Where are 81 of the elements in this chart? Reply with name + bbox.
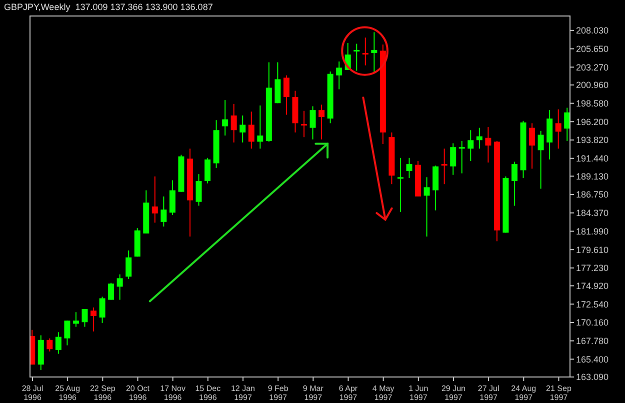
candlestick	[354, 43, 360, 72]
candlestick	[64, 320, 70, 346]
candlestick	[257, 104, 264, 150]
y-tick-label: 200.960	[576, 80, 609, 90]
candlestick	[204, 157, 211, 184]
x-tick-label: 27 Jul 1997	[478, 384, 500, 402]
candlestick	[90, 307, 97, 332]
y-tick-label: 181.990	[576, 226, 609, 236]
y-tick-label: 165.400	[576, 354, 609, 364]
candlestick	[336, 61, 342, 90]
candlestick	[371, 32, 378, 74]
y-tick-label: 196.200	[576, 116, 609, 127]
y-tick-label: 193.820	[576, 135, 609, 146]
x-tick-label: 4 May 1997	[372, 384, 394, 402]
candlestick	[310, 106, 316, 140]
candlestick	[538, 130, 544, 190]
x-tick-label: 24 Aug 1997	[511, 384, 536, 402]
candlestick	[511, 161, 518, 206]
candlestick	[248, 111, 254, 150]
y-tick-label: 191.440	[576, 154, 609, 164]
candlestick	[301, 110, 307, 138]
y-tick-label: 186.750	[576, 190, 609, 200]
y-tick-label: 198.580	[576, 98, 609, 108]
x-tick-label: 17 Nov 1996	[160, 384, 186, 402]
candlestick	[108, 282, 114, 300]
y-tick-label: 203.270	[576, 62, 609, 72]
candlestick	[362, 37, 368, 66]
x-tick-label: 20 Oct 1996	[126, 384, 150, 402]
y-tick-label: 167.780	[576, 336, 609, 346]
candlestick	[72, 312, 79, 328]
candlestick	[397, 157, 404, 212]
candlestick	[222, 100, 228, 136]
candlestick	[450, 142, 456, 176]
candlestick	[160, 196, 167, 228]
x-tick-label: 6 Apr 1997	[338, 384, 358, 402]
x-tick-label: 9 Feb 1997	[268, 384, 289, 402]
x-tick-label: 21 Sep 1997	[546, 384, 572, 402]
x-tick-label: 1 Jun 1997	[408, 384, 428, 402]
candlestick	[116, 274, 123, 300]
candlestick	[152, 176, 158, 224]
y-tick-label: 177.230	[576, 263, 609, 274]
x-tick-label: 22 Sep 1996	[90, 384, 116, 402]
y-tick-label: 170.160	[576, 318, 609, 328]
x-tick-label: 9 Mar 1997	[302, 384, 324, 402]
y-tick-label: 205.650	[576, 44, 609, 54]
y-tick-label: 189.130	[576, 171, 609, 182]
y-tick-label: 184.370	[576, 208, 609, 218]
y-tick-label: 163.090	[576, 372, 609, 382]
candlestick	[82, 308, 88, 328]
candlestick	[555, 108, 562, 150]
x-tick-label: 15 Dec 1996	[195, 384, 221, 402]
candlestick	[196, 174, 202, 206]
candlestick	[424, 176, 430, 238]
candlestick	[476, 127, 482, 150]
y-tick-label: 208.030	[576, 26, 609, 36]
candlestick	[529, 122, 536, 170]
x-tick-label: 12 Jan 1997	[230, 384, 256, 402]
y-tick-label: 174.920	[576, 280, 609, 291]
x-tick-label: 28 Jul 1996	[22, 384, 44, 402]
candlestick	[458, 140, 465, 174]
candlestick	[230, 103, 237, 143]
chart-title: GBPJPY,Weekly 137.009 137.366 133.900 136.087	[4, 2, 213, 12]
y-tick-label: 179.610	[576, 244, 609, 255]
y-tick-label: 172.540	[576, 299, 609, 310]
candlestick	[432, 165, 439, 211]
x-tick-label: 29 Jun 1997	[441, 384, 466, 402]
candlestick	[55, 332, 62, 354]
candlestick	[441, 148, 448, 185]
x-tick-label: 25 Aug 1996	[55, 384, 80, 402]
candlestick	[126, 250, 132, 280]
candlestick	[274, 62, 281, 104]
candlestick	[406, 157, 412, 178]
candlestick	[468, 130, 474, 162]
candlestick	[485, 126, 492, 164]
candlestick	[169, 180, 176, 216]
candlestick	[318, 104, 325, 140]
candlestick	[546, 110, 553, 160]
candlestick	[283, 74, 290, 116]
candlestick	[99, 296, 106, 324]
candlestick	[46, 338, 53, 352]
candlestick	[240, 114, 246, 143]
